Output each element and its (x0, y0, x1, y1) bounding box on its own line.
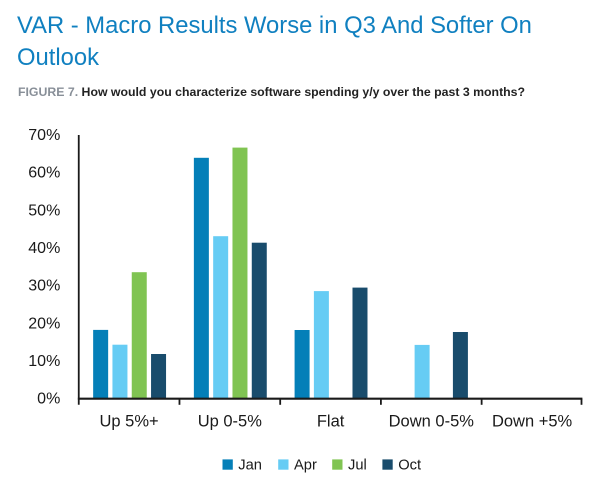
svg-text:0%: 0% (37, 391, 60, 408)
svg-text:70%: 70% (28, 127, 60, 144)
svg-text:Up 5%+: Up 5%+ (100, 413, 159, 431)
svg-text:Jul: Jul (348, 458, 367, 474)
svg-text:20%: 20% (28, 315, 60, 332)
svg-text:50%: 50% (28, 202, 60, 219)
svg-text:Apr: Apr (294, 458, 317, 474)
svg-text:Up 0-5%: Up 0-5% (198, 413, 263, 431)
svg-text:Oct: Oct (398, 458, 421, 474)
svg-text:40%: 40% (28, 240, 60, 257)
svg-text:Down 0-5%: Down 0-5% (389, 413, 475, 431)
svg-text:60%: 60% (28, 165, 60, 182)
svg-text:Flat: Flat (317, 413, 345, 431)
svg-text:30%: 30% (28, 278, 60, 295)
svg-text:10%: 10% (28, 353, 60, 370)
svg-text:Jan: Jan (238, 458, 262, 474)
svg-text:Down +5%: Down +5% (492, 413, 573, 431)
